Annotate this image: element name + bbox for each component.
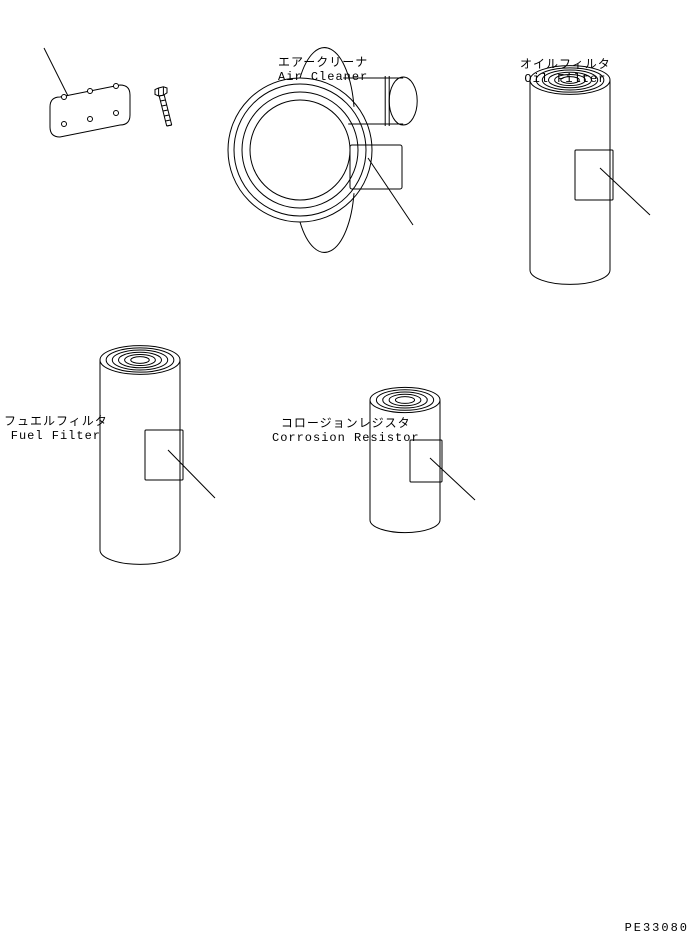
fuel-filter-label: フュエルフィルタ Fuel Filter xyxy=(4,415,108,443)
oil-filter-label: オイルフィルタ Oil Filter xyxy=(520,58,611,86)
oil-filter-jp: オイルフィルタ xyxy=(520,58,611,72)
parts-diagram xyxy=(0,0,699,943)
air-cleaner-en: Air Cleaner xyxy=(278,70,368,84)
oil-filter-en: Oil Filter xyxy=(524,72,606,86)
drawing-id: PE33080 xyxy=(625,921,689,935)
air-cleaner-jp: エアークリーナ xyxy=(278,56,368,70)
corrosion-resistor-label: コロージョンレジスタ Corrosion Resistor xyxy=(272,417,420,445)
fuel-filter-jp: フュエルフィルタ xyxy=(4,415,108,429)
fuel-filter-en: Fuel Filter xyxy=(11,429,101,443)
corrosion-resistor-en: Corrosion Resistor xyxy=(272,431,420,445)
corrosion-resistor-jp: コロージョンレジスタ xyxy=(281,417,411,431)
air-cleaner-label: エアークリーナ Air Cleaner xyxy=(278,56,368,84)
